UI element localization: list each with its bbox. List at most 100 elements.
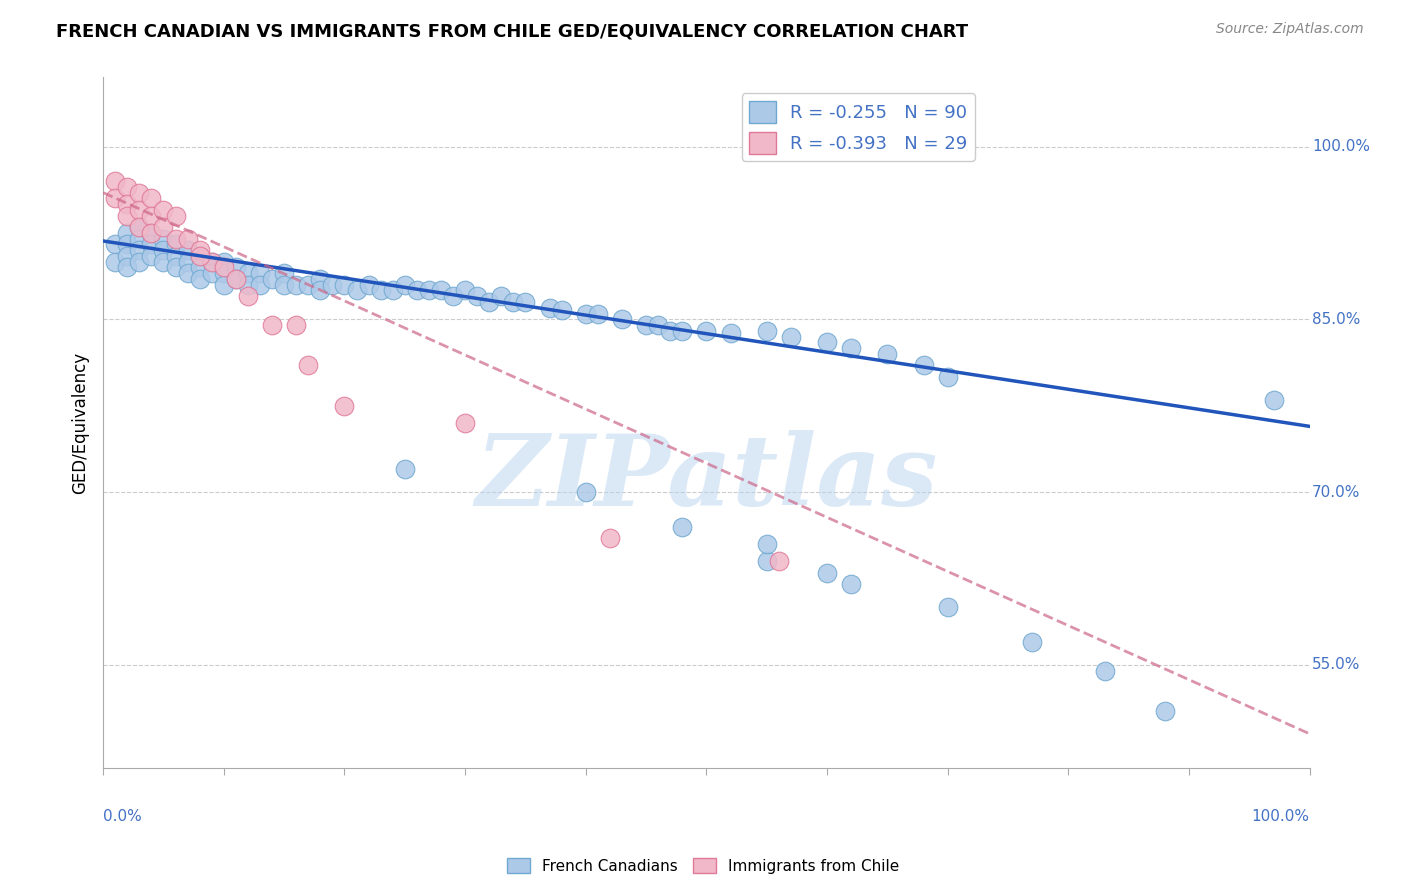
Point bbox=[465, 289, 488, 303]
Point bbox=[1021, 634, 1043, 648]
Point bbox=[117, 179, 139, 194]
Point bbox=[815, 566, 838, 580]
Point bbox=[165, 260, 187, 275]
Text: ZIPatlas: ZIPatlas bbox=[475, 430, 938, 526]
Point bbox=[912, 359, 935, 373]
Point bbox=[346, 284, 368, 298]
Point bbox=[768, 554, 790, 568]
Point bbox=[478, 295, 501, 310]
Point bbox=[225, 272, 247, 286]
Point bbox=[212, 254, 235, 268]
Point bbox=[188, 260, 211, 275]
Point bbox=[381, 284, 404, 298]
Point bbox=[309, 272, 332, 286]
Point bbox=[117, 260, 139, 275]
Point bbox=[152, 243, 174, 257]
Point bbox=[586, 306, 609, 320]
Point bbox=[273, 277, 295, 292]
Point bbox=[647, 318, 669, 332]
Point bbox=[212, 260, 235, 275]
Point bbox=[152, 254, 174, 268]
Point bbox=[260, 318, 283, 332]
Text: 100.0%: 100.0% bbox=[1312, 139, 1369, 154]
Point bbox=[152, 232, 174, 246]
Point bbox=[370, 284, 392, 298]
Point bbox=[104, 254, 127, 268]
Point bbox=[128, 186, 150, 200]
Point bbox=[188, 249, 211, 263]
Point bbox=[188, 249, 211, 263]
Point bbox=[815, 335, 838, 350]
Point bbox=[165, 209, 187, 223]
Point bbox=[236, 289, 259, 303]
Point bbox=[550, 303, 572, 318]
Point bbox=[176, 232, 198, 246]
Point bbox=[538, 301, 561, 315]
Point bbox=[201, 266, 224, 280]
Text: 100.0%: 100.0% bbox=[1251, 809, 1310, 823]
Point bbox=[755, 554, 778, 568]
Point bbox=[936, 600, 959, 615]
Point bbox=[201, 254, 224, 268]
Point bbox=[128, 220, 150, 235]
Point bbox=[141, 226, 163, 240]
Point bbox=[249, 266, 271, 280]
Point bbox=[357, 277, 380, 292]
Point bbox=[454, 416, 477, 430]
Point bbox=[610, 312, 633, 326]
Point bbox=[285, 318, 308, 332]
Point bbox=[1094, 664, 1116, 678]
Point bbox=[285, 277, 308, 292]
Point bbox=[188, 272, 211, 286]
Point bbox=[575, 485, 598, 500]
Point bbox=[128, 220, 150, 235]
Point bbox=[225, 260, 247, 275]
Point bbox=[1263, 392, 1285, 407]
Point bbox=[491, 289, 513, 303]
Point bbox=[671, 519, 693, 533]
Point bbox=[141, 226, 163, 240]
Point bbox=[441, 289, 464, 303]
Legend: R = -0.255   N = 90, R = -0.393   N = 29: R = -0.255 N = 90, R = -0.393 N = 29 bbox=[742, 94, 974, 161]
Point bbox=[695, 324, 717, 338]
Point bbox=[418, 284, 440, 298]
Text: FRENCH CANADIAN VS IMMIGRANTS FROM CHILE GED/EQUIVALENCY CORRELATION CHART: FRENCH CANADIAN VS IMMIGRANTS FROM CHILE… bbox=[56, 22, 969, 40]
Text: 55.0%: 55.0% bbox=[1312, 657, 1361, 673]
Point bbox=[839, 577, 862, 591]
Point bbox=[297, 277, 319, 292]
Point bbox=[117, 226, 139, 240]
Legend: French Canadians, Immigrants from Chile: French Canadians, Immigrants from Chile bbox=[501, 852, 905, 880]
Point bbox=[394, 277, 416, 292]
Point bbox=[333, 399, 356, 413]
Point bbox=[502, 295, 524, 310]
Point bbox=[104, 174, 127, 188]
Point bbox=[117, 237, 139, 252]
Point bbox=[165, 249, 187, 263]
Point bbox=[297, 359, 319, 373]
Point bbox=[273, 266, 295, 280]
Point bbox=[188, 243, 211, 257]
Point bbox=[201, 254, 224, 268]
Point bbox=[659, 324, 682, 338]
Text: 70.0%: 70.0% bbox=[1312, 484, 1361, 500]
Point bbox=[104, 191, 127, 205]
Point bbox=[212, 266, 235, 280]
Point bbox=[755, 324, 778, 338]
Point bbox=[117, 209, 139, 223]
Point bbox=[1154, 704, 1177, 718]
Point bbox=[636, 318, 658, 332]
Point bbox=[515, 295, 537, 310]
Point bbox=[936, 369, 959, 384]
Point bbox=[430, 284, 453, 298]
Point bbox=[321, 277, 343, 292]
Point bbox=[249, 277, 271, 292]
Point bbox=[405, 284, 427, 298]
Point bbox=[165, 237, 187, 252]
Point bbox=[236, 277, 259, 292]
Point bbox=[117, 197, 139, 211]
Point bbox=[780, 329, 803, 343]
Point bbox=[141, 249, 163, 263]
Point bbox=[128, 202, 150, 217]
Point bbox=[720, 326, 742, 340]
Point bbox=[309, 284, 332, 298]
